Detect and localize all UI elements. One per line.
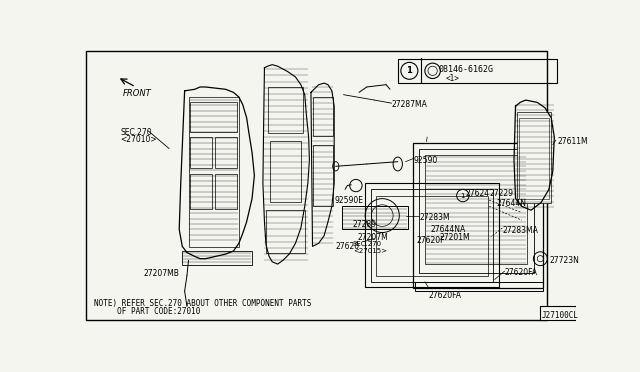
- Text: 27620: 27620: [336, 242, 360, 251]
- Bar: [312, 97, 333, 135]
- Bar: [189, 97, 239, 247]
- Bar: [540, 307, 576, 320]
- Text: SEC.270: SEC.270: [353, 241, 382, 247]
- Text: 27201M: 27201M: [440, 233, 470, 242]
- Bar: [312, 145, 333, 206]
- Text: 27620FA: 27620FA: [505, 268, 538, 277]
- Text: 27644NA: 27644NA: [430, 225, 465, 234]
- Bar: [419, 150, 534, 273]
- Text: 27283M: 27283M: [419, 212, 450, 221]
- Bar: [182, 251, 252, 265]
- Bar: [413, 143, 543, 288]
- Bar: [397, 58, 557, 83]
- Bar: [190, 174, 212, 209]
- Bar: [365, 183, 499, 287]
- Text: <1>: <1>: [446, 74, 460, 83]
- Bar: [215, 137, 237, 168]
- Text: 27620FA: 27620FA: [429, 291, 461, 300]
- Text: 27624: 27624: [466, 189, 490, 198]
- Bar: [266, 210, 305, 253]
- Text: FRONT: FRONT: [123, 89, 152, 98]
- Text: 27207M: 27207M: [358, 232, 388, 241]
- Text: 27287MA: 27287MA: [392, 100, 428, 109]
- Text: 27620F: 27620F: [417, 235, 445, 245]
- Bar: [190, 102, 237, 132]
- Bar: [520, 118, 549, 199]
- Bar: [415, 282, 543, 291]
- Text: 92590E: 92590E: [334, 196, 364, 205]
- Text: 08146-6162G: 08146-6162G: [438, 65, 493, 74]
- Bar: [270, 141, 301, 202]
- Text: NOTE) REFER SEC.270 ABOUT OTHER COMPONENT PARTS: NOTE) REFER SEC.270 ABOUT OTHER COMPONEN…: [94, 299, 311, 308]
- Text: 1: 1: [461, 193, 465, 199]
- Text: OF PART CODE:27010: OF PART CODE:27010: [94, 307, 200, 316]
- Text: <27015>: <27015>: [353, 248, 387, 254]
- Bar: [517, 112, 551, 203]
- Text: 27229: 27229: [489, 189, 513, 198]
- Bar: [342, 206, 408, 230]
- Text: 27644N: 27644N: [497, 199, 527, 208]
- Bar: [425, 155, 527, 264]
- Bar: [371, 189, 493, 282]
- Text: SEC.270: SEC.270: [120, 128, 152, 137]
- Text: 27207MB: 27207MB: [143, 269, 179, 279]
- Bar: [376, 196, 488, 276]
- Text: 27289: 27289: [353, 220, 377, 229]
- Text: 1: 1: [406, 66, 412, 75]
- Text: 27611M: 27611M: [557, 137, 588, 146]
- Text: 27283MA: 27283MA: [502, 225, 538, 235]
- Text: <27010>: <27010>: [120, 135, 157, 144]
- Text: J27100CL: J27100CL: [542, 311, 579, 320]
- Text: 27723N: 27723N: [550, 256, 580, 265]
- Bar: [268, 87, 303, 133]
- Bar: [190, 137, 212, 168]
- Bar: [215, 174, 237, 209]
- Text: 92590: 92590: [413, 155, 438, 164]
